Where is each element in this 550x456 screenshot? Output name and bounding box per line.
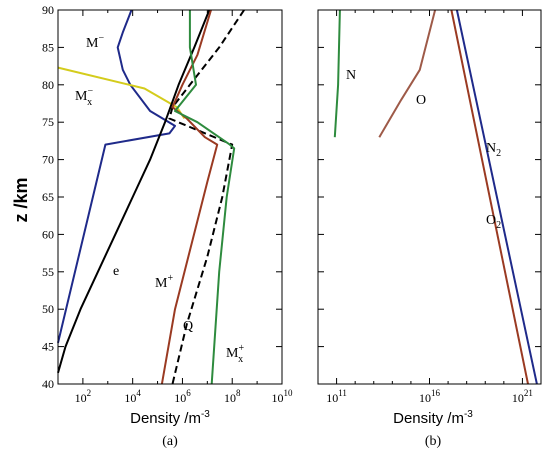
y-tick-label: 85	[42, 40, 54, 54]
curve-label: O	[416, 93, 426, 108]
x-tick-label: 104	[124, 388, 141, 405]
panel-b-x-axis-label: Density /m-3	[393, 409, 473, 427]
series-line	[378, 9, 437, 138]
y-axis-label: z /km	[11, 177, 31, 222]
panel-a-series	[57, 9, 245, 385]
y-tick-label: 65	[42, 190, 54, 204]
panel-a-frame	[57, 9, 283, 385]
x-tick-label: 1016	[419, 388, 441, 405]
panel-a-x-axis-label: Density /m-3	[130, 409, 210, 427]
panel-a-y-tick-labels: 40 45 50 55 60 65 70 75 80 85 90	[42, 3, 54, 391]
series-line	[450, 9, 529, 385]
x-tick-label: 1011	[326, 388, 347, 405]
panel-b-curve-labels: N O N2 O2	[346, 68, 501, 231]
curve-label: N2	[486, 141, 501, 159]
curve-label: Q	[183, 319, 193, 334]
panel-a-x-tick-labels: 102 104 106 108 1010	[75, 388, 293, 405]
x-tick-label: 1010	[272, 388, 294, 405]
series-line	[57, 9, 176, 344]
panel-b: 1011 1016 1021 N O N2 O2 Density /m-3 (b)	[317, 9, 542, 449]
curve-label: O2	[486, 213, 501, 231]
panel-b-x-axis-label-exponent: -3	[464, 409, 473, 420]
y-tick-label: 80	[42, 78, 54, 92]
panel-b-frame	[317, 9, 542, 385]
panel-a-x-axis-label-text: Density /m	[130, 410, 201, 427]
y-tick-label: 90	[42, 3, 54, 17]
panel-b-x-axis-label-text: Density /m	[393, 410, 464, 427]
x-tick-label: 106	[174, 388, 191, 405]
series-line	[160, 9, 219, 385]
panel-b-caption: (b)	[425, 434, 442, 449]
y-tick-label: 70	[42, 153, 54, 167]
series-line	[455, 9, 538, 385]
x-tick-label: 108	[224, 388, 241, 405]
x-tick-label: 102	[75, 388, 92, 405]
curve-label: M+	[155, 273, 173, 291]
curve-label: M+ x	[226, 343, 244, 365]
curve-label: e	[113, 264, 119, 279]
panel-a-caption: (a)	[162, 434, 178, 449]
y-tick-label: 45	[42, 340, 54, 354]
series-line	[333, 9, 341, 138]
series-line	[174, 10, 236, 385]
panel-b-series	[333, 9, 538, 385]
y-tick-label: 60	[42, 227, 54, 241]
y-tick-label: 40	[42, 377, 54, 391]
y-tick-label: 55	[42, 265, 54, 279]
y-tick-label: 75	[42, 115, 54, 129]
curve-label: M−	[86, 33, 104, 51]
panel-a-x-axis-label-exponent: -3	[201, 409, 210, 420]
series-line	[57, 9, 211, 374]
curve-label: N	[346, 68, 356, 83]
curve-label: M− x	[75, 86, 93, 108]
x-tick-label: 1021	[512, 388, 533, 405]
y-tick-label: 50	[42, 302, 54, 316]
panel-a-curve-labels: M− M− x e M+ Q M+ x	[75, 33, 244, 365]
panel-b-x-tick-labels: 1011 1016 1021	[326, 388, 533, 405]
